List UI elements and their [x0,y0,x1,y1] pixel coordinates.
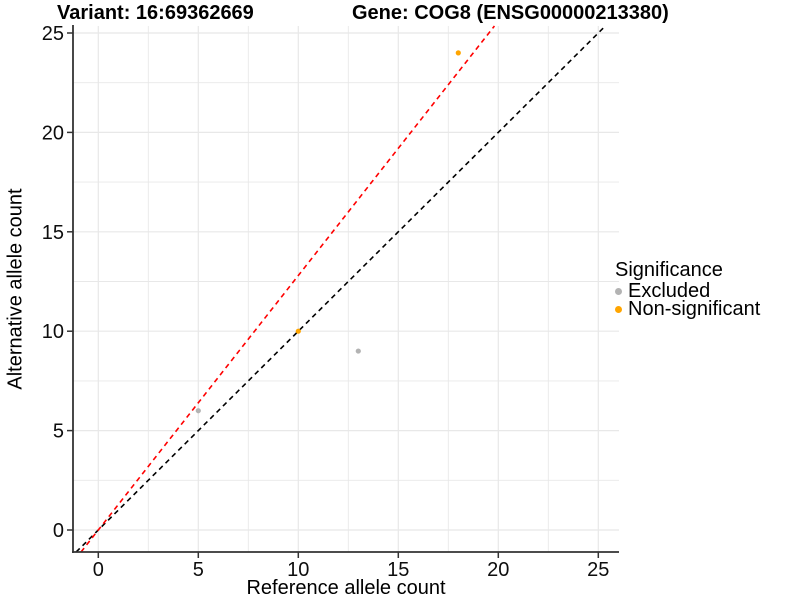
x-tick-label: 20 [487,559,509,581]
y-tick-label: 10 [42,321,64,343]
data-point-non-significant [295,328,301,334]
y-tick-label: 25 [42,23,64,45]
x-tick-label: 0 [93,559,104,581]
legend: Significance Excluded Non-significant [615,258,761,320]
legend-label: Excluded [628,279,711,302]
data-point-excluded [195,408,201,414]
gene-title: Gene: COG8 (ENSG00000213380) [352,2,669,24]
identity-line [75,25,606,553]
data-point-non-significant [455,50,461,56]
x-axis-title: Reference allele count [246,577,446,599]
x-tick-label: 10 [287,559,309,581]
legend-dot-icon [615,305,622,313]
x-tick-label: 15 [387,559,409,581]
legend-title: Significance [615,259,723,281]
allelic-ratio-line [80,25,496,553]
legend-entries: Excluded Non-significant [615,279,761,320]
x-tick-label: 5 [193,559,204,581]
y-tick-label: 15 [42,222,64,244]
x-tick-label: 25 [587,559,609,581]
legend-entry: Excluded [615,279,760,302]
legend-dot-icon [615,287,622,295]
y-tick-label: 0 [53,520,64,542]
y-tick-label: 20 [42,122,64,144]
variant-title: Variant: 16:69362669 [57,2,254,24]
data-point-excluded [355,348,361,354]
y-axis-title: Alternative allele count [4,188,27,390]
y-tick-label: 5 [53,421,64,443]
legend-entry: Non-significant [615,297,761,320]
legend-label: Non-significant [628,297,761,320]
